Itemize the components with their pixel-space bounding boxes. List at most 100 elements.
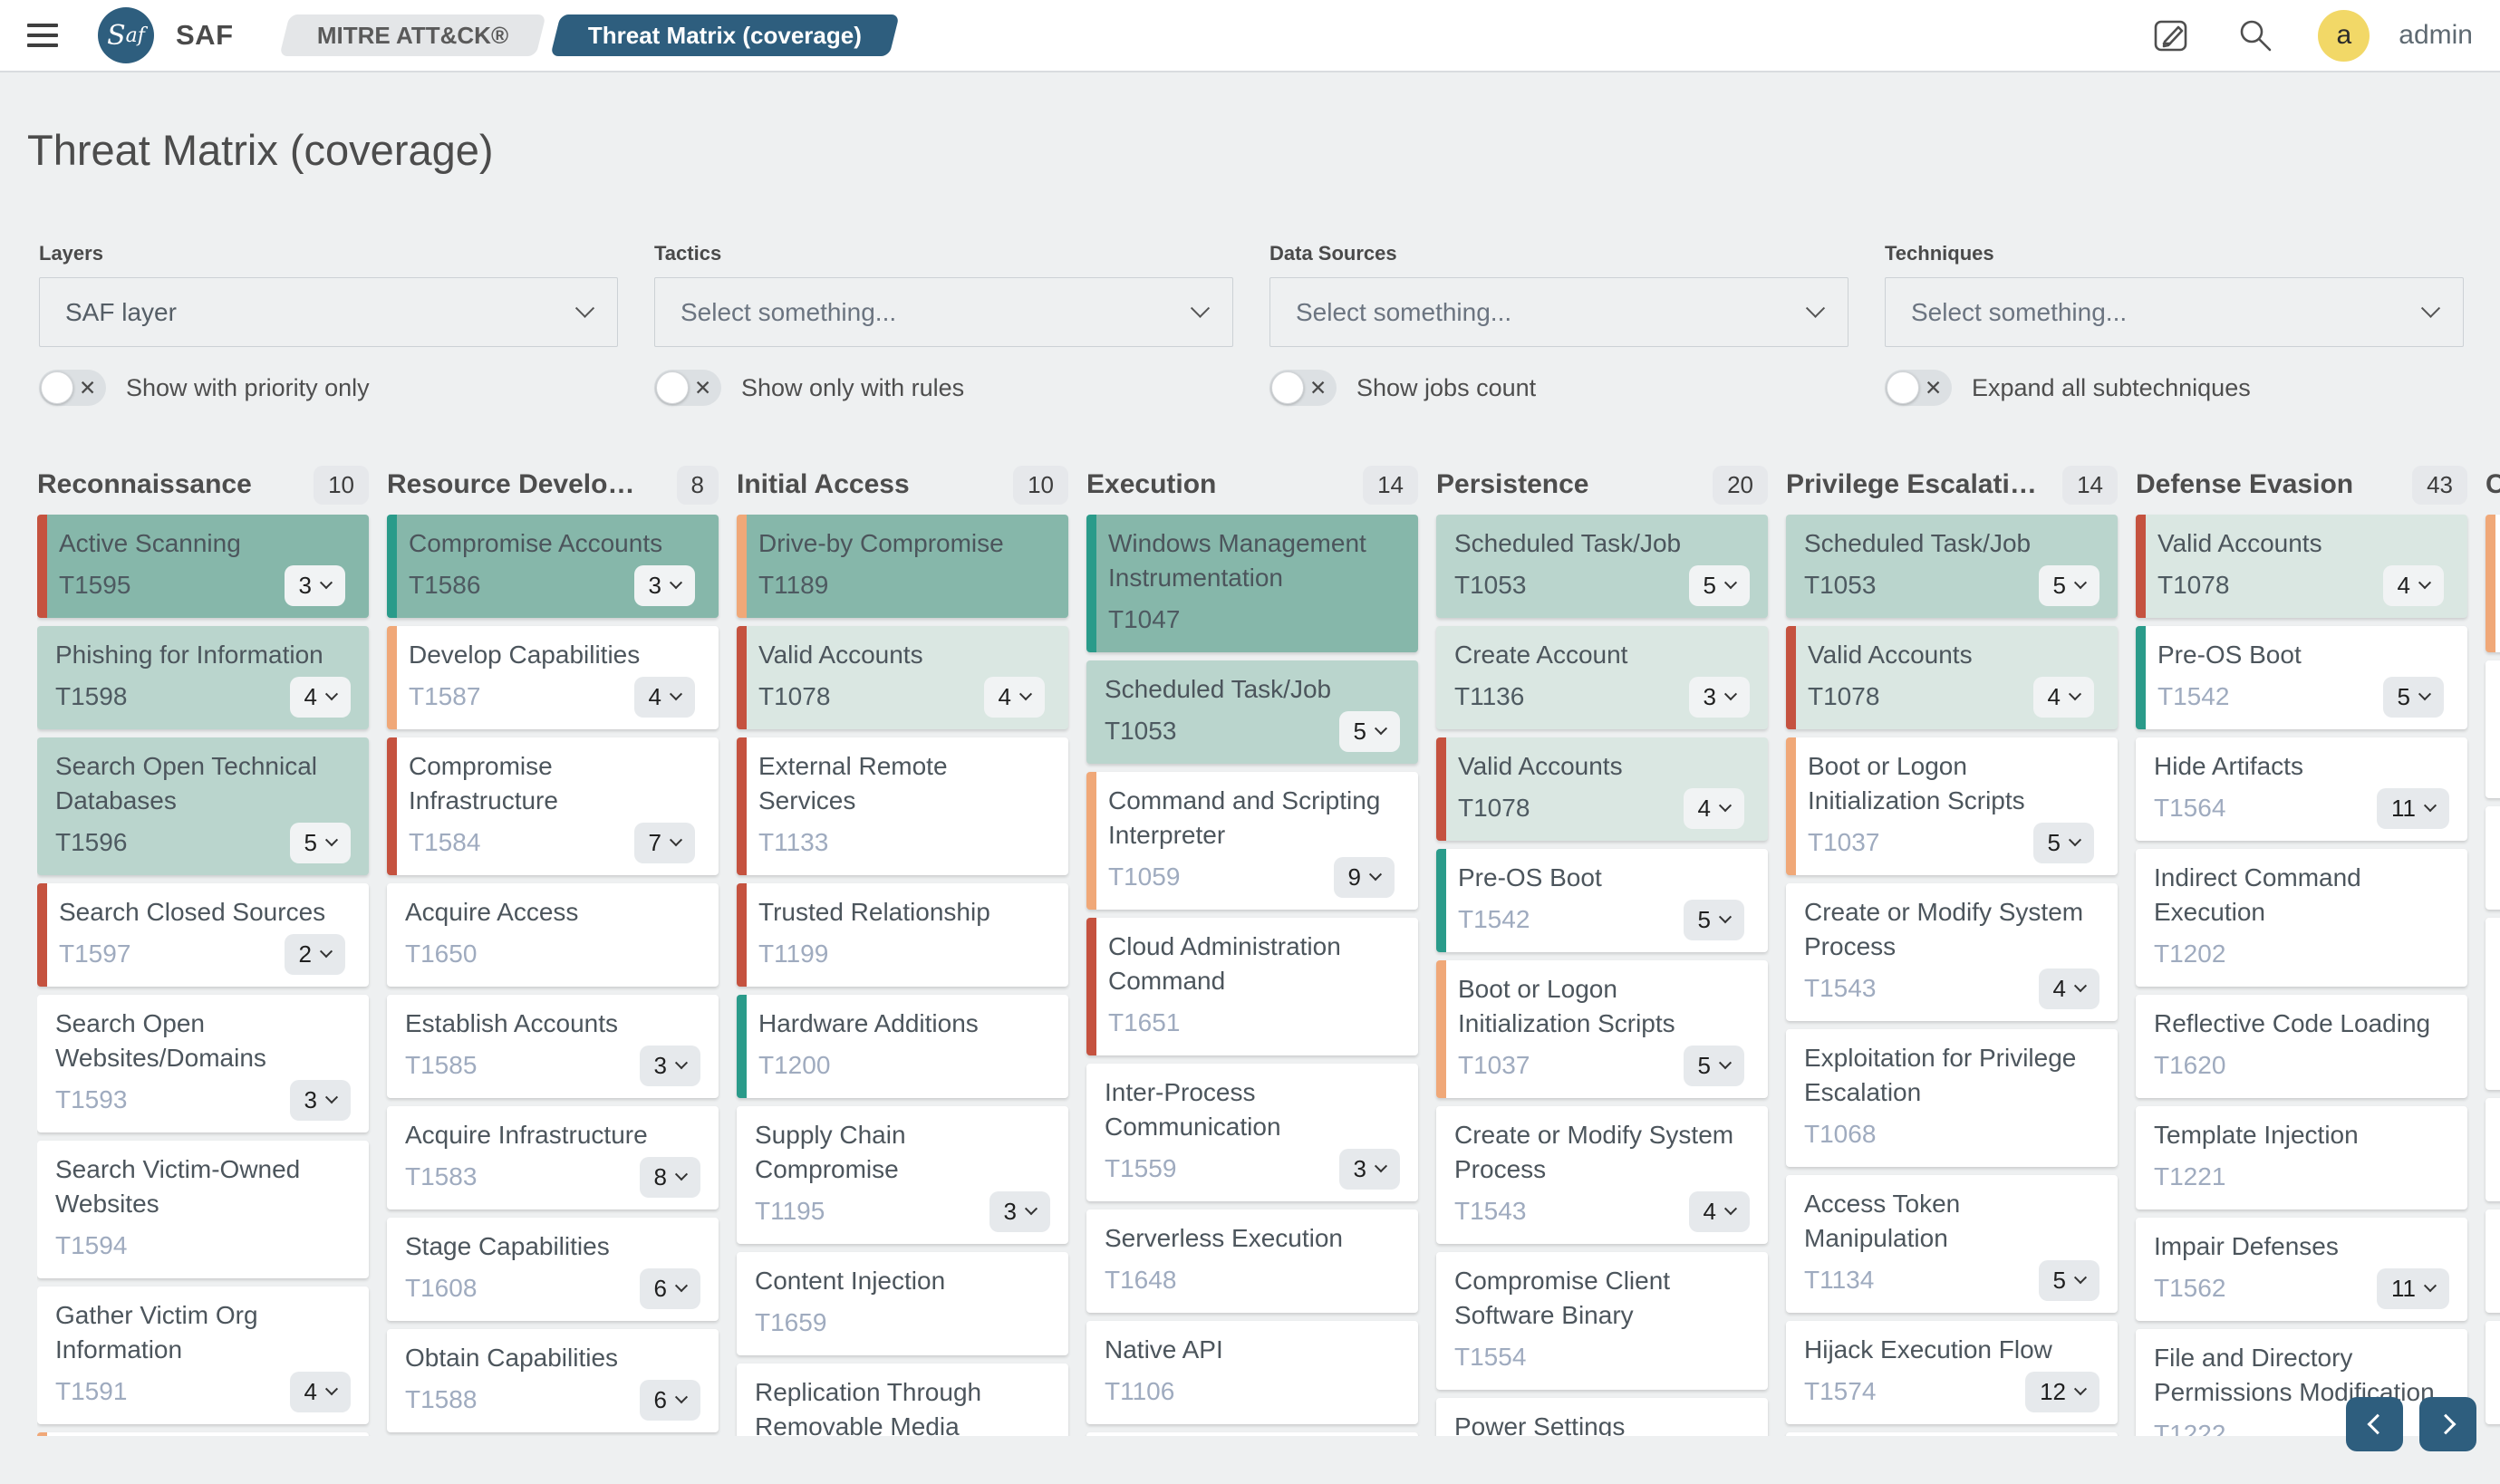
subtechnique-count-dropdown[interactable]: 7 [633, 822, 695, 863]
technique-card[interactable]: Replication Through Removable MediaT1091 [737, 1364, 1068, 1436]
technique-card[interactable]: Cloud Administration Command T1651 [1086, 918, 1418, 1055]
technique-card[interactable]: Impair Defenses T1562 11 [2136, 1218, 2467, 1321]
technique-card[interactable]: User ExecutionT1204 [1086, 1432, 1418, 1436]
technique-card[interactable]: Process InjectionT1055 [1786, 1432, 2118, 1436]
technique-card[interactable]: Gather Victim Org Information T1591 4 [37, 1286, 369, 1424]
toggle-switch[interactable]: ✕ [1269, 370, 1337, 406]
technique-card[interactable]: Supply Chain Compromise T1195 3 [737, 1106, 1068, 1244]
technique-card[interactable]: Create or Modify System Process T1543 4 [1786, 883, 2118, 1021]
technique-card[interactable]: Credentials from Password StoresT1555 [2486, 515, 2500, 652]
technique-card[interactable]: Drive-by Compromise T1189 [737, 515, 1068, 618]
subtechnique-count-dropdown[interactable]: 4 [1688, 1190, 1750, 1232]
technique-card[interactable]: Inter-Process Communication T1559 3 [1086, 1064, 1418, 1201]
technique-card[interactable]: Pre-OS Boot T1542 5 [1436, 849, 1768, 952]
subtechnique-count-dropdown[interactable]: 4 [1683, 787, 1744, 829]
subtechnique-count-dropdown[interactable]: 3 [1688, 676, 1750, 718]
technique-card[interactable]: Boot or Logon Initialization Scripts T103… [1436, 960, 1768, 1098]
next-page-button[interactable] [2419, 1397, 2476, 1451]
technique-card[interactable]: Obtain Capabilities T1588 6 [387, 1329, 719, 1432]
technique-card[interactable]: Exploitation for Privilege Escalation T10… [1786, 1029, 2118, 1167]
search-icon[interactable] [2235, 14, 2276, 56]
subtechnique-count-dropdown[interactable]: 4 [2032, 676, 2094, 718]
technique-card[interactable]: Acquire Infrastructure T1583 8 [387, 1106, 719, 1209]
subtechnique-count-dropdown[interactable]: 4 [2382, 564, 2444, 606]
technique-card[interactable]: Compromise Infrastructure T1584 7 [387, 737, 719, 875]
technique-card[interactable]: Input CaptureT1056 [2486, 806, 2500, 910]
subtechnique-count-dropdown[interactable]: 3 [633, 564, 695, 606]
filter-select[interactable]: Select something... [1885, 277, 2464, 347]
subtechnique-count-dropdown[interactable]: 12 [2025, 1371, 2099, 1412]
technique-card[interactable]: Template Injection T1221 [2136, 1106, 2467, 1209]
technique-card[interactable]: Compromise Accounts T1586 3 [387, 515, 719, 618]
technique-card[interactable]: Hardware Additions T1200 [737, 995, 1068, 1098]
subtechnique-count-dropdown[interactable]: 3 [989, 1190, 1050, 1232]
technique-card[interactable]: Windows Management Instrumentation T1047 [1086, 515, 1418, 652]
technique-card[interactable]: Access Token Manipulation T1134 5 [1786, 1175, 2118, 1313]
subtechnique-count-dropdown[interactable]: 3 [639, 1045, 700, 1086]
subtechnique-count-dropdown[interactable]: 4 [633, 676, 695, 718]
technique-card[interactable]: Active Scanning T1595 3 [37, 515, 369, 618]
technique-card[interactable]: Boot or Logon Initialization Scripts T103… [1786, 737, 2118, 875]
technique-card[interactable]: Create or Modify System Process T1543 4 [1436, 1106, 1768, 1244]
technique-card[interactable]: Search Open Websites/Domains T1593 3 [37, 995, 369, 1132]
subtechnique-count-dropdown[interactable]: 5 [2038, 564, 2099, 606]
filter-select[interactable]: SAF layer [39, 277, 618, 347]
technique-card[interactable]: Gather Victim Identity InformationT1589 [37, 1432, 369, 1436]
filter-select[interactable]: Select something... [654, 277, 1233, 347]
subtechnique-count-dropdown[interactable]: 5 [289, 822, 351, 863]
technique-card[interactable]: Multi-Factor Authentication Interception… [2486, 918, 2500, 1090]
technique-card[interactable]: Valid Accounts T1078 4 [737, 626, 1068, 729]
subtechnique-count-dropdown[interactable]: 5 [1338, 710, 1400, 752]
technique-card[interactable]: Create Account T1136 3 [1436, 626, 1768, 729]
technique-card[interactable]: Compromise Client Software Binary T1554 [1436, 1252, 1768, 1390]
technique-card[interactable]: Brute ForceT1110 [2486, 1209, 2500, 1313]
subtechnique-count-dropdown[interactable]: 4 [289, 1371, 351, 1412]
technique-card[interactable]: Valid Accounts T1078 4 [2136, 515, 2467, 618]
technique-card[interactable]: Command and Scripting Interpreter T1059 9 [1086, 772, 1418, 910]
subtechnique-count-dropdown[interactable]: 2 [284, 933, 345, 975]
edit-icon[interactable] [2151, 14, 2193, 56]
breadcrumb-mitre-attack[interactable]: MITRE ATT&CK® [278, 14, 546, 56]
subtechnique-count-dropdown[interactable]: 9 [1333, 856, 1395, 898]
subtechnique-count-dropdown[interactable]: 3 [1338, 1148, 1400, 1190]
toggle-switch[interactable]: ✕ [39, 370, 106, 406]
avatar[interactable]: a [2318, 9, 2370, 62]
technique-card[interactable]: Scheduled Task/Job T1053 5 [1786, 515, 2118, 618]
toggle-switch[interactable]: ✕ [654, 370, 721, 406]
technique-card[interactable]: Native API T1106 [1086, 1321, 1418, 1424]
technique-card[interactable]: Establish Accounts T1585 3 [387, 995, 719, 1098]
subtechnique-count-dropdown[interactable]: 5 [1688, 564, 1750, 606]
technique-card[interactable]: Reflective Code Loading T1620 [2136, 995, 2467, 1098]
subtechnique-count-dropdown[interactable]: 3 [289, 1079, 351, 1121]
subtechnique-count-dropdown[interactable]: 5 [2382, 676, 2444, 718]
subtechnique-count-dropdown[interactable]: 4 [2038, 968, 2099, 1009]
subtechnique-count-dropdown[interactable]: 5 [1683, 899, 1744, 940]
toggle-switch[interactable]: ✕ [1885, 370, 1952, 406]
technique-card[interactable]: Search Closed Sources T1597 2 [37, 883, 369, 987]
technique-card[interactable]: Scheduled Task/Job T1053 5 [1086, 660, 1418, 764]
technique-card[interactable]: Hijack Execution Flow T1574 12 [1786, 1321, 2118, 1424]
technique-card[interactable]: Acquire Access T1650 [387, 883, 719, 987]
technique-card[interactable]: Content Injection T1659 [737, 1252, 1068, 1355]
technique-card[interactable]: Search Open Technical Databases T1596 5 [37, 737, 369, 875]
technique-card[interactable]: Forced AuthenticationT1187 [2486, 1321, 2500, 1424]
technique-card[interactable]: Phishing for Information T1598 4 [37, 626, 369, 729]
technique-card[interactable]: Pre-OS Boot T1542 5 [2136, 626, 2467, 729]
technique-card[interactable]: Develop Capabilities T1587 4 [387, 626, 719, 729]
prev-page-button[interactable] [2346, 1397, 2403, 1451]
technique-card[interactable]: Exploitation for Credential AccessT1212 [2486, 660, 2500, 798]
subtechnique-count-dropdown[interactable]: 8 [639, 1156, 700, 1198]
subtechnique-count-dropdown[interactable]: 6 [639, 1379, 700, 1421]
subtechnique-count-dropdown[interactable]: 11 [2377, 1267, 2449, 1309]
technique-card[interactable]: Power SettingsT1653 [1436, 1398, 1768, 1436]
subtechnique-count-dropdown[interactable]: 3 [284, 564, 345, 606]
filter-select[interactable]: Select something... [1269, 277, 1848, 347]
technique-card[interactable]: Valid Accounts T1078 4 [1436, 737, 1768, 841]
technique-card[interactable]: Hide Artifacts T1564 11 [2136, 737, 2467, 841]
technique-card[interactable]: Valid Accounts T1078 4 [1786, 626, 2118, 729]
breadcrumb-threat-matrix[interactable]: Threat Matrix (coverage) [550, 14, 900, 56]
subtechnique-count-dropdown[interactable]: 4 [983, 676, 1045, 718]
technique-card[interactable]: Scheduled Task/Job T1053 5 [1436, 515, 1768, 618]
subtechnique-count-dropdown[interactable]: 5 [2038, 1259, 2099, 1301]
subtechnique-count-dropdown[interactable]: 5 [2032, 822, 2094, 863]
